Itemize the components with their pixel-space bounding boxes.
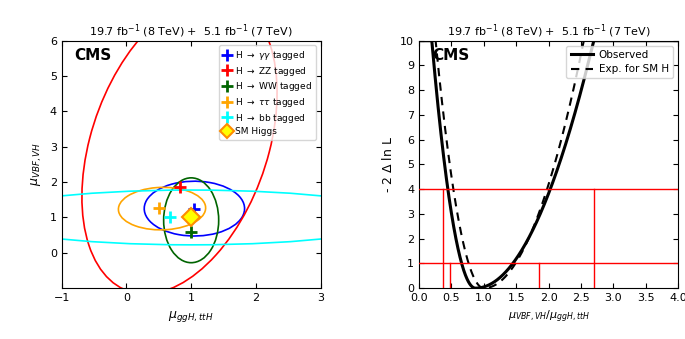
- Line: Exp. for SM H: Exp. for SM H: [419, 41, 678, 288]
- Exp. for SM H: [534, 213, 543, 217]
- Observed: [471, 286, 480, 290]
- Y-axis label: $\mu_{VBF,VH}$: $\mu_{VBF,VH}$: [30, 142, 44, 186]
- Exp. for SM H: [541, 193, 549, 197]
- Title: 19.7 fb$^{-1}$ (8 TeV) +  5.1 fb$^{-1}$ (7 TeV): 19.7 fb$^{-1}$ (8 TeV) + 5.1 fb$^{-1}$ (…: [89, 22, 293, 40]
- Legend: Observed, Exp. for SM H: Observed, Exp. for SM H: [566, 46, 673, 78]
- Observed: [428, 45, 436, 49]
- Observed: [667, 39, 675, 43]
- Exp. for SM H: [428, 39, 436, 43]
- Legend: H $\rightarrow$ $\gamma\gamma$ tagged, H $\rightarrow$ ZZ tagged, H $\rightarrow: H $\rightarrow$ $\gamma\gamma$ tagged, H…: [219, 45, 316, 140]
- Exp. for SM H: [667, 39, 675, 43]
- Observed: [619, 39, 627, 43]
- Exp. for SM H: [674, 39, 682, 43]
- X-axis label: $\mu_{ggH,ttH}$: $\mu_{ggH,ttH}$: [169, 308, 214, 323]
- Exp. for SM H: [619, 39, 627, 43]
- Text: CMS: CMS: [432, 48, 469, 63]
- Exp. for SM H: [415, 39, 423, 43]
- Observed: [534, 216, 543, 220]
- Observed: [674, 39, 682, 43]
- X-axis label: $\mu_{VBF,VH}/\mu_{ggH,ttH}$: $\mu_{VBF,VH}/\mu_{ggH,ttH}$: [508, 308, 590, 325]
- Y-axis label: - 2 $\Delta$ ln L: - 2 $\Delta$ ln L: [381, 136, 395, 193]
- Observed: [541, 200, 549, 204]
- Text: CMS: CMS: [75, 48, 112, 63]
- Exp. for SM H: [480, 286, 488, 290]
- Title: 19.7 fb$^{-1}$ (8 TeV) +  5.1 fb$^{-1}$ (7 TeV): 19.7 fb$^{-1}$ (8 TeV) + 5.1 fb$^{-1}$ (…: [447, 22, 651, 40]
- Line: Observed: Observed: [419, 41, 678, 288]
- Exp. for SM H: [667, 39, 675, 43]
- Observed: [667, 39, 675, 43]
- Observed: [415, 39, 423, 43]
